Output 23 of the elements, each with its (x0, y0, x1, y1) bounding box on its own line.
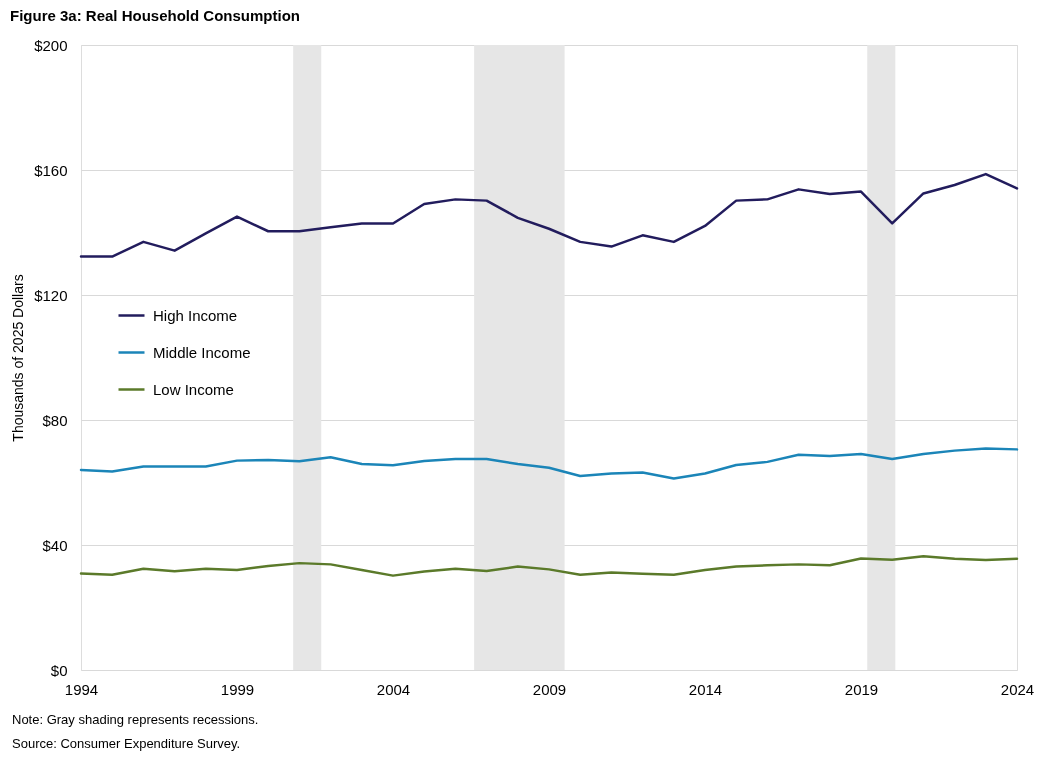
y-tick-label: $0 (50, 661, 68, 679)
source-note: Source: Consumer Expenditure Survey. (12, 736, 241, 751)
x-tick-label: 1994 (64, 680, 99, 698)
x-tick-label: 2009 (532, 680, 567, 698)
y-tick-label: $200 (34, 36, 68, 54)
x-tick-label: 2014 (688, 680, 723, 698)
line-series (79, 555, 1019, 577)
x-tick-label: 2004 (376, 680, 411, 698)
y-tick-label: $120 (34, 286, 68, 304)
y-axis-title: Thousands of 2025 Dollars (10, 274, 27, 442)
text: Note: Gray shading represents recessions. (12, 712, 259, 727)
legend-label: High Income (153, 306, 238, 324)
x-tick-label: 2019 (844, 680, 879, 698)
legend-label: Low Income (153, 380, 234, 398)
y-tick-label: $160 (34, 161, 68, 179)
legend-label: Middle Income (153, 343, 251, 361)
chart-title: Figure 3a: Real Household Consumption (10, 7, 301, 24)
x-tick-label: 2024 (1000, 680, 1035, 698)
line-series (79, 447, 1019, 480)
y-tick-label: $40 (42, 536, 68, 554)
y-tick-label: $80 (42, 411, 68, 429)
line-series (79, 172, 1019, 258)
x-tick-label: 1999 (220, 680, 255, 698)
